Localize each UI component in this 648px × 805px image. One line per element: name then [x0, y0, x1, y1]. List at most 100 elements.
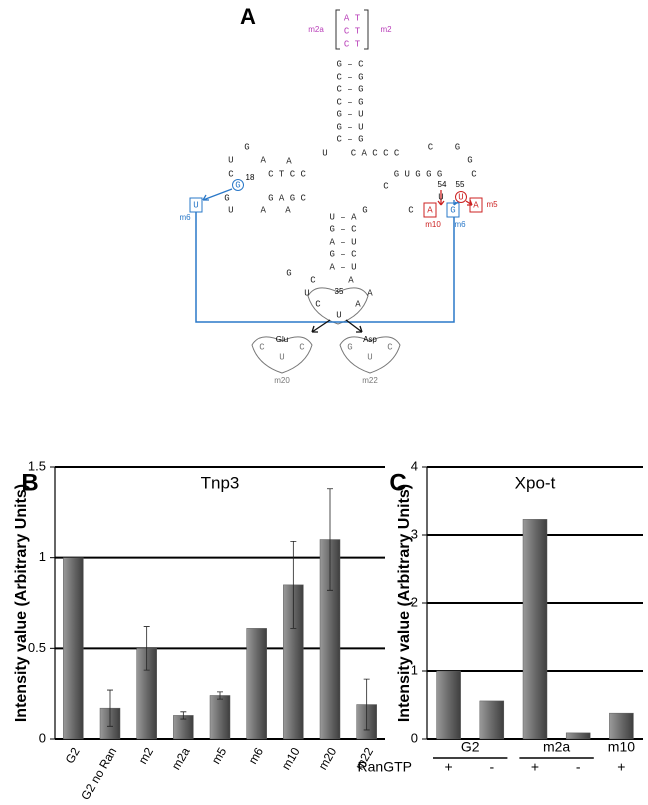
y-tick-label: 0 [411, 730, 418, 745]
nucleotide: 35 [335, 287, 344, 296]
box [423, 202, 437, 218]
x-tick-label: G2 [63, 745, 83, 766]
nucleotide: C G [428, 142, 460, 152]
bar [436, 670, 461, 740]
arrow [311, 319, 363, 333]
bar [565, 732, 591, 740]
nucleotide: m5 [486, 200, 498, 209]
panel-label: B [21, 469, 38, 496]
nucleotide: U [304, 288, 309, 298]
nucleotide: U [458, 192, 463, 202]
circle [232, 179, 244, 191]
diagram-shapes [195, 9, 473, 374]
group-label: m10 [608, 739, 635, 755]
x-tick-label: m6 [246, 745, 267, 767]
y-tick-label: 0 [39, 730, 46, 745]
x-tick-label: m10 [279, 745, 303, 772]
nucleotide: C – G [336, 134, 363, 144]
y-axis-label: Intensity value (Arbitrary Units) [396, 484, 413, 722]
arrow [437, 190, 445, 206]
bar [522, 519, 548, 740]
nucleotide: A – U [329, 262, 356, 272]
nucleotide: C [408, 205, 414, 215]
nucleotide: C – G [336, 97, 363, 107]
nucleotide: A [367, 288, 373, 298]
nucleotide: C [383, 181, 389, 191]
y-tick-label: 1.5 [28, 458, 46, 473]
x-tick-label: + [445, 759, 453, 775]
group-label: G2 [461, 739, 480, 755]
nucleotide: C T C C [268, 169, 306, 179]
group-label: m2a [543, 739, 570, 755]
nucleotide: G – C [336, 59, 364, 69]
nucleotide: A T [344, 13, 361, 23]
nucleotide: A [348, 275, 354, 285]
arrow [202, 188, 233, 201]
nucleotide: C A C C C [351, 148, 400, 158]
nucleotide: G – C [329, 224, 357, 234]
x-tick-label: + [531, 759, 539, 775]
nucleotide: G [347, 342, 352, 352]
nucleotide: G – U [336, 109, 363, 119]
chart-title: Tnp3 [201, 473, 240, 492]
y-tick-label: 3 [411, 526, 418, 541]
nucleotide: C [315, 299, 321, 309]
nucleotide: G [286, 268, 291, 278]
y-axis-label: Intensity value (Arbitrary Units) [13, 484, 30, 722]
nucleotide: m6 [179, 213, 191, 222]
error-bar [143, 626, 150, 671]
error-bar [290, 540, 297, 629]
bar [209, 695, 231, 740]
nucleotide: G [450, 205, 455, 215]
nucleotide: m10 [425, 220, 441, 229]
x-tick-label: G2 no Ran [78, 745, 119, 800]
nucleotide: A – U [329, 237, 356, 247]
nucleotide: U [336, 310, 341, 320]
bar [479, 700, 505, 740]
bar [609, 712, 634, 740]
error-bar [363, 678, 370, 731]
bar [63, 557, 84, 740]
x-tick-label: + [617, 759, 625, 775]
nucleotide: G [224, 193, 229, 203]
x-tick-label: - [489, 759, 494, 775]
row-label: RanGTP [358, 759, 412, 775]
nucleotide: U [279, 352, 284, 362]
nucleotide: G – U [336, 122, 363, 132]
nucleotide: C [299, 342, 305, 352]
nucleotide: C [471, 169, 477, 179]
nucleotide: A [473, 200, 479, 210]
nucleotide: Asp [363, 335, 377, 344]
nucleotide: C T [344, 39, 361, 49]
error-bar [180, 711, 187, 720]
nucleotide: G [235, 180, 240, 190]
nucleotide: C – G [336, 84, 363, 94]
x-tick-label: m2 [136, 745, 157, 767]
nucleotide: U [322, 148, 327, 158]
x-tick-label: m5 [209, 745, 230, 767]
x-tick-label: - [576, 759, 581, 775]
nucleotide: C [387, 342, 393, 352]
nucleotide: A [286, 156, 292, 166]
y-tick-label: 4 [411, 458, 418, 473]
error-bar [217, 691, 223, 700]
chart-title: Xpo-t [515, 473, 556, 492]
nucleotide: C [259, 342, 265, 352]
nucleotide: m2a [308, 25, 324, 34]
nucleotide: G [362, 205, 367, 215]
circle [455, 191, 467, 203]
nucleotide: m20 [274, 376, 290, 385]
nucleotide: 55 [456, 180, 465, 189]
nucleotide: C [310, 275, 316, 285]
loop-m22 [339, 336, 401, 374]
nucleotide: A [355, 299, 361, 309]
nucleotide: Glu [276, 335, 288, 344]
y-tick-label: 1 [39, 549, 46, 564]
nucleotide: A [427, 205, 433, 215]
arrow [465, 199, 473, 206]
bar [246, 628, 267, 740]
nucleotide: U [367, 352, 372, 362]
nucleotide: C – G [336, 72, 363, 82]
nucleotide: m6 [454, 220, 466, 229]
